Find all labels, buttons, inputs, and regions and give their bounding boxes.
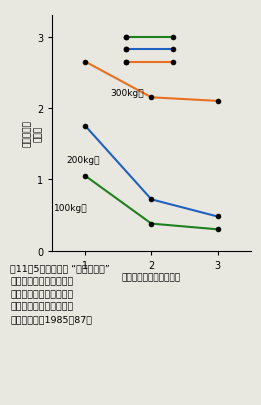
X-axis label: 改良後の経過年数（年）: 改良後の経過年数（年） [122, 273, 181, 282]
Text: 200kg区: 200kg区 [67, 156, 100, 164]
Y-axis label: 腐植含有率
（％）: 腐植含有率 （％） [23, 120, 43, 147]
Text: 囱11－5　加温栖培 “デラウェア”
における有機物の施用量
と土壌改良後の経過年数
が土壌中の腐植含有率に
及ぼす影響（1985～87）: 囱11－5 加温栖培 “デラウェア” における有機物の施用量 と土壌改良後の経過… [10, 264, 110, 324]
Text: 100kg区: 100kg区 [54, 204, 87, 213]
Text: 300kg区: 300kg区 [110, 89, 144, 98]
